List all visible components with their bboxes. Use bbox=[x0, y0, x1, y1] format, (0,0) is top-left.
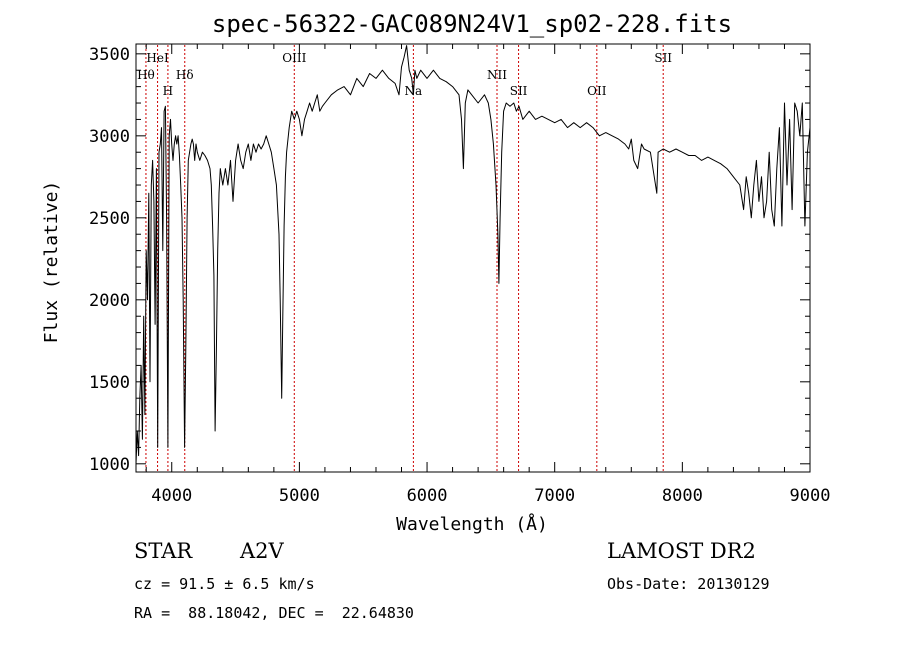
line-marker-label: Hθ bbox=[137, 68, 155, 82]
spectral-subclass: A2V bbox=[240, 539, 284, 563]
x-tick-label: 4000 bbox=[151, 486, 192, 506]
redshift-value: cz = 91.5 ± 6.5 km/s bbox=[134, 575, 315, 593]
y-tick-label: 2500 bbox=[89, 209, 130, 229]
x-tick-label: 5000 bbox=[279, 486, 320, 506]
chart-title: spec-56322-GAC089N24V1_sp02-228.fits bbox=[212, 10, 732, 38]
line-marker-label: OIII bbox=[282, 51, 306, 65]
x-tick-label: 9000 bbox=[790, 486, 831, 506]
survey-name: LAMOST DR2 bbox=[607, 539, 756, 563]
line-marker-label: Hδ bbox=[176, 68, 194, 82]
line-marker-label: SII bbox=[510, 84, 528, 98]
x-tick-label: 7000 bbox=[534, 486, 575, 506]
y-tick-label: 2000 bbox=[89, 291, 130, 311]
line-marker-label: NII bbox=[487, 68, 507, 82]
observation-date: Obs-Date: 20130129 bbox=[607, 575, 770, 593]
line-marker-label: HeI bbox=[146, 51, 169, 65]
x-tick-label: 8000 bbox=[662, 486, 703, 506]
object-class: STAR bbox=[134, 539, 193, 563]
y-tick-label: 3500 bbox=[89, 45, 130, 65]
plot-axes bbox=[135, 43, 811, 473]
axis-ticks: 4000 5000 6000 7000 8000 9000 1000 1500 2000 2500… bbox=[89, 44, 830, 506]
line-marker-label: H bbox=[163, 84, 173, 98]
spectrum-line bbox=[135, 45, 811, 464]
y-tick-label: 3000 bbox=[89, 127, 130, 147]
y-axis-label: Flux (relative) bbox=[41, 181, 62, 344]
x-tick-label: 6000 bbox=[407, 486, 448, 506]
x-axis-label: Wavelength (Å) bbox=[396, 513, 548, 535]
y-tick-label: 1000 bbox=[89, 455, 130, 475]
plot-frame bbox=[135, 43, 811, 473]
spectrum-series bbox=[135, 45, 811, 464]
line-marker-label: SII bbox=[654, 51, 672, 65]
coordinates: RA = 88.18042, DEC = 22.64830 bbox=[134, 604, 414, 622]
line-marker-label: OII bbox=[587, 84, 607, 98]
y-tick-label: 1500 bbox=[89, 373, 130, 393]
